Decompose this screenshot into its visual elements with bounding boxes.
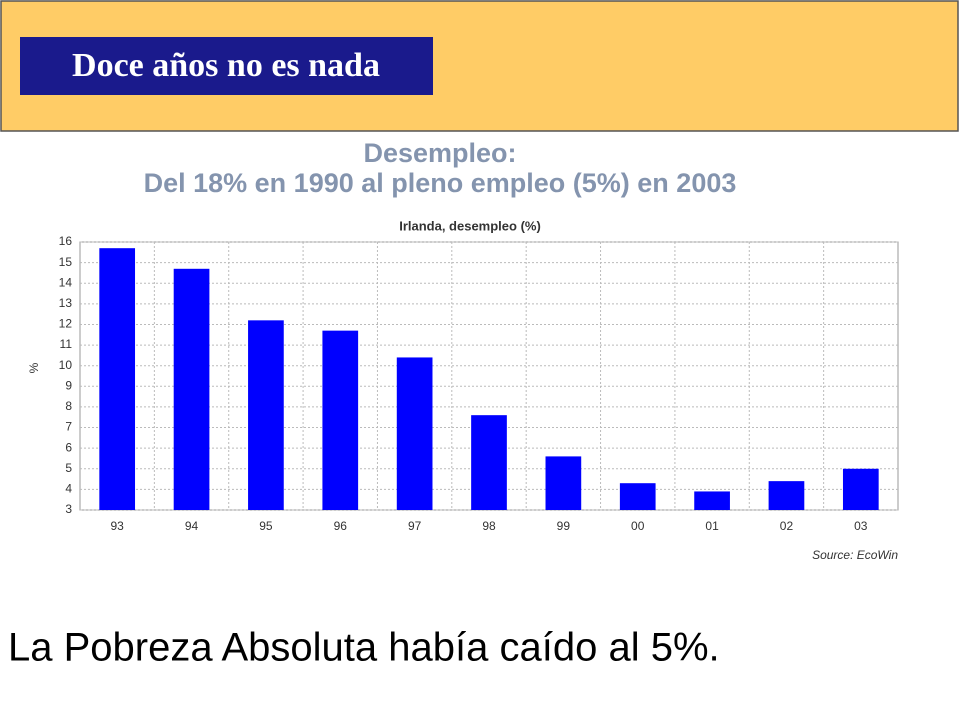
y-axis-label: %	[27, 362, 41, 373]
bar	[694, 491, 730, 510]
x-tick-label: 94	[185, 519, 199, 533]
y-tick-label: 6	[65, 440, 72, 454]
chart-title: Desempleo:	[363, 138, 516, 168]
y-tick-label: 9	[65, 378, 72, 392]
header-box	[20, 37, 433, 95]
x-tick-label: 93	[111, 519, 125, 533]
bar	[248, 320, 284, 510]
x-tick-label: 01	[705, 519, 719, 533]
y-tick-label: 10	[59, 358, 73, 372]
chart-subtitle: Del 18% en 1990 al pleno empleo (5%) en …	[144, 168, 737, 198]
y-tick-label: 11	[60, 337, 73, 351]
y-tick-label: 7	[65, 420, 72, 434]
bar	[768, 481, 805, 510]
bar	[99, 248, 136, 510]
header-text: Doce años no es nada	[72, 47, 380, 84]
y-tick-label: 14	[59, 275, 73, 289]
bar	[173, 268, 210, 510]
bar	[842, 468, 879, 510]
y-tick-label: 5	[65, 461, 72, 475]
x-tick-label: 95	[259, 519, 273, 533]
bar	[396, 357, 433, 510]
x-tick-label: 97	[408, 519, 422, 533]
footer-text: La Pobreza Absoluta había caído al 5%.	[8, 626, 720, 670]
x-tick-label: 02	[780, 519, 794, 533]
y-tick-label: 4	[65, 482, 72, 496]
x-tick-label: 96	[334, 519, 348, 533]
x-tick-label: 03	[854, 519, 868, 533]
bar	[619, 483, 656, 510]
x-tick-label: 98	[482, 519, 496, 533]
plot-title: Irlanda, desempleo (%)	[399, 218, 541, 233]
x-tick-label: 99	[557, 519, 571, 533]
bar	[471, 415, 507, 510]
y-tick-label: 15	[59, 255, 73, 269]
source: Source: EcoWin	[812, 548, 898, 562]
y-tick-label: 13	[59, 296, 73, 310]
y-tick-label: 3	[65, 502, 72, 516]
x-tick-label: 00	[631, 519, 645, 533]
bar	[322, 330, 359, 510]
bar	[545, 456, 582, 510]
y-tick-label: 16	[59, 234, 73, 248]
y-tick-label: 8	[65, 399, 72, 413]
y-tick-label: 12	[59, 317, 73, 331]
